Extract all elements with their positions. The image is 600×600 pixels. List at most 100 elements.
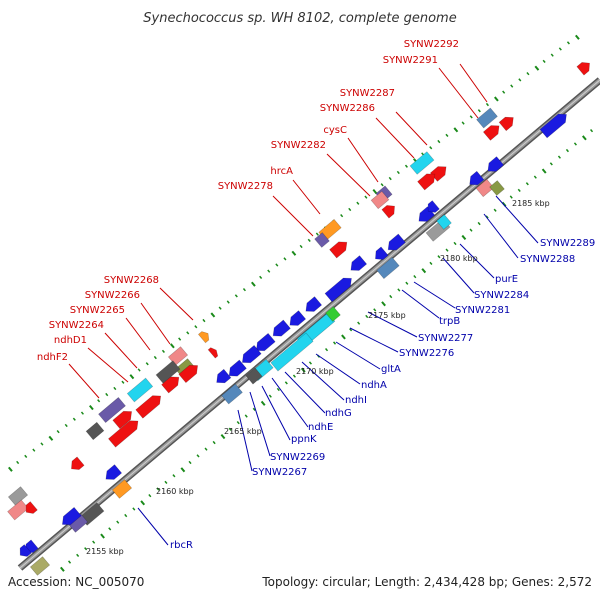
tick-dot-upper: [186, 331, 190, 335]
gene-glyph: [272, 319, 291, 337]
gene-glyph: [155, 360, 181, 384]
tick-dot-upper: [494, 96, 499, 102]
gene-label: SYNW2291: [383, 55, 438, 66]
tick-dot-lower: [148, 494, 152, 498]
gene-glyph: [409, 151, 435, 175]
tick-dot-lower: [84, 547, 88, 551]
tick-dot-lower: [92, 540, 96, 544]
gene-glyph: [324, 277, 352, 303]
gene-label: SYNW2286: [320, 103, 375, 114]
tick-dot-upper: [161, 349, 165, 353]
tick-dot-upper: [145, 362, 149, 366]
gene-label: ppnK: [291, 434, 317, 445]
leader-line: [104, 332, 138, 369]
tick-dot-lower: [156, 487, 160, 491]
leader-line: [442, 257, 475, 294]
topology-text: Topology: circular; Length: 2,434,428 bp…: [261, 575, 592, 589]
gene-shape: [242, 344, 262, 364]
leader-line: [301, 361, 345, 401]
gene-glyph: [429, 166, 447, 182]
tick-dot-upper: [267, 269, 271, 273]
tick-dot-lower: [437, 255, 441, 259]
gene-label: SYNW2268: [104, 275, 159, 286]
tick-dot-lower: [236, 421, 240, 425]
gene-glyph: [197, 331, 210, 344]
tick-dot-upper: [307, 238, 311, 242]
gene-shape: [498, 116, 514, 132]
tick-dot-upper: [97, 399, 101, 403]
gene-shape: [221, 383, 243, 405]
gene-glyph: [289, 310, 307, 326]
gene-shape: [418, 206, 436, 222]
tick-dot-upper: [194, 325, 198, 329]
gene-shape: [85, 421, 105, 441]
tick-dot-lower: [300, 367, 306, 373]
gene-shape: [29, 556, 51, 576]
leader-line: [459, 243, 495, 279]
gene-label: SYNW2267: [252, 467, 307, 478]
tick-dot-upper: [64, 423, 68, 428]
gene-label: cysC: [323, 125, 347, 136]
gene-glyph: [469, 170, 485, 186]
tick-dot-lower: [60, 566, 65, 572]
tick-dot-upper: [429, 146, 433, 150]
gene-shape: [98, 396, 126, 424]
gene-shape: [197, 331, 210, 344]
tick-dot-upper: [404, 164, 408, 168]
tick-dot-upper: [80, 411, 84, 415]
gene-glyph: [85, 421, 105, 441]
gene-glyph: [242, 344, 262, 364]
leader-line: [87, 347, 129, 383]
gene-glyph: [482, 125, 500, 141]
position-label: 2160 kbp: [156, 487, 194, 496]
position-label: 2155 kbp: [86, 547, 124, 556]
tick-dot-upper: [121, 380, 125, 384]
gene-shape: [105, 464, 123, 480]
tick-dot-upper: [40, 442, 44, 446]
gene-shape: [427, 200, 440, 213]
tick-dot-lower: [357, 321, 361, 325]
leader-line: [125, 317, 151, 351]
tick-dot-upper: [477, 109, 481, 113]
gene-label: SYNW2284: [474, 290, 529, 301]
gene-label: SYNW2281: [455, 305, 510, 316]
tick-dot-upper: [550, 53, 554, 57]
gene-shape: [387, 233, 406, 251]
tick-dot-upper: [502, 90, 506, 94]
gene-label: SYNW2282: [271, 140, 326, 151]
leader-line: [284, 371, 326, 414]
gene-shape: [7, 499, 29, 521]
tick-dot-lower: [196, 454, 200, 458]
gene-label: SYNW2289: [540, 238, 595, 249]
gene-shape: [482, 125, 500, 141]
leader-line: [237, 409, 253, 472]
tick-dot-lower: [292, 374, 296, 378]
tick-dot-lower: [493, 208, 497, 212]
tick-dot-lower: [244, 414, 248, 418]
tick-dot-upper: [88, 405, 94, 411]
leader-line: [326, 153, 371, 197]
tick-dot-lower: [67, 560, 72, 564]
leader-line: [347, 137, 379, 183]
position-label: 2185 kbp: [512, 199, 550, 208]
tick-dot-upper: [396, 170, 400, 175]
gene-glyph: [221, 383, 243, 405]
gene-glyph: [62, 506, 82, 526]
gene-shape: [436, 214, 452, 230]
leader-line: [367, 311, 418, 338]
tick-dot-upper: [56, 430, 60, 434]
gene-glyph: [350, 255, 368, 271]
leader-line: [159, 287, 194, 321]
position-label: 2170 kbp: [296, 367, 334, 376]
leader-line: [137, 507, 169, 546]
gene-label: SYNW2292: [404, 39, 459, 50]
gene-shape: [429, 166, 447, 182]
gene-shape: [381, 205, 395, 219]
gene-label: ndhA: [361, 380, 387, 391]
tick-dot-upper: [445, 133, 449, 137]
gene-label: SYNW2288: [520, 254, 575, 265]
reverse-gene-labels: SYNW2289 SYNW2288 purE SYNW2284 SYNW2281…: [170, 238, 595, 551]
tick-dot-upper: [372, 189, 378, 195]
tick-dot-upper: [437, 139, 441, 144]
genome-backbone: [17, 77, 600, 571]
